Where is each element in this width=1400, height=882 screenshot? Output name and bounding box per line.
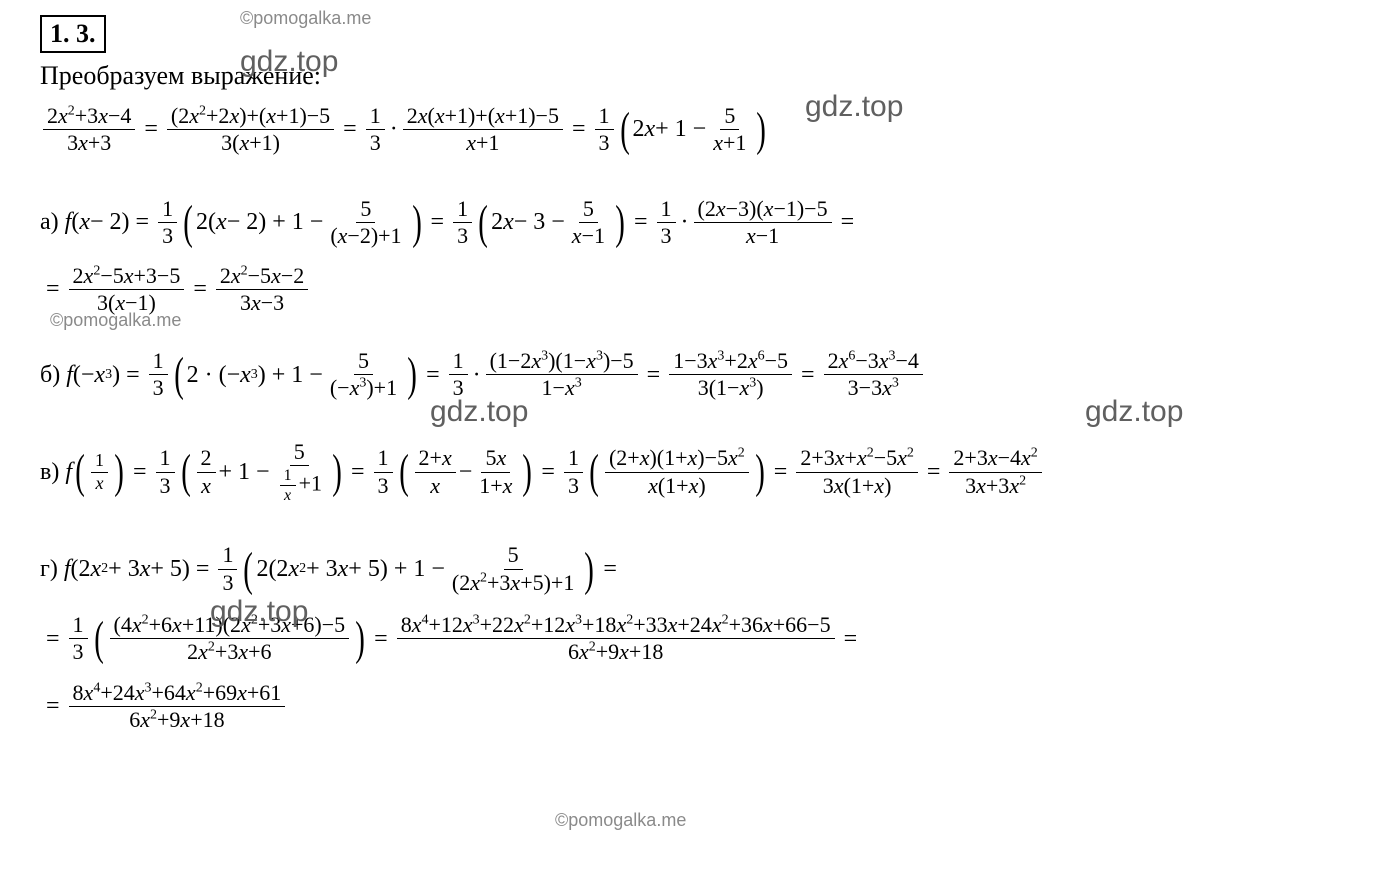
part-c-label: в) (40, 458, 59, 487)
part-c: в) f (1x) = 13 (2x + 1 − 51x+1) = 13 (2+… (40, 439, 1360, 506)
part-d-label: г) (40, 555, 58, 584)
part-d: г) f(2x2 + 3x + 5) = 13 (2(2x2 + 3x + 5)… (40, 541, 1360, 733)
part-a-label: а) (40, 208, 59, 237)
part-b: б) f(−x3) = 13 (2 · (−x3) + 1 − 5(−x3)+1… (40, 346, 1360, 404)
transform-expression: 2x2+3x−43x+3 = (2x2+2x)+(x+1)−53(x+1) = … (40, 101, 1360, 159)
instruction-text: Преобразуем выражение: (40, 61, 1360, 91)
watermark-copyright: ©pomogalka.me (555, 810, 686, 831)
part-a: а) f(x − 2) = 13 (2(x − 2) + 1 − 5(x−2)+… (40, 194, 1360, 317)
problem-number: 1. 3. (40, 15, 106, 53)
part-b-label: б) (40, 361, 60, 390)
watermark-copyright: ©pomogalka.me (240, 8, 371, 29)
